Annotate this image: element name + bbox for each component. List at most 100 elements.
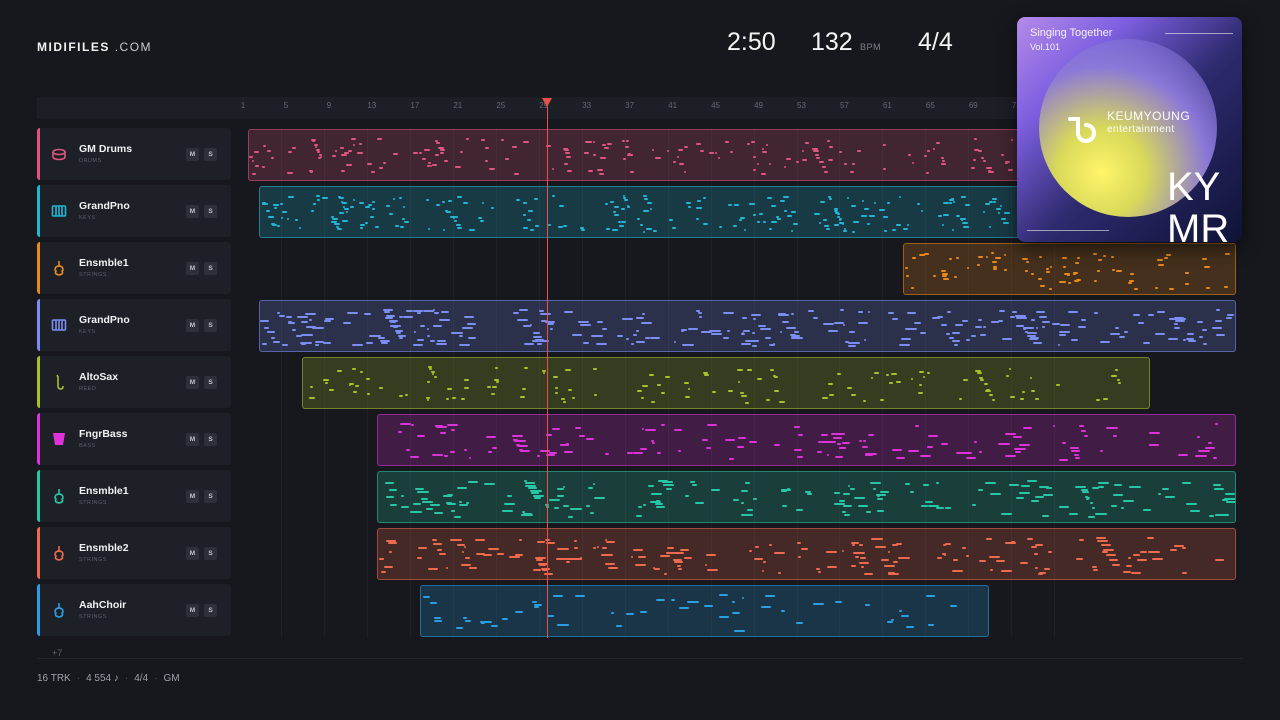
midi-note [709,152,715,155]
midi-clip[interactable] [419,585,990,637]
midi-note [704,374,710,377]
midi-note [282,210,288,213]
playhead[interactable] [546,106,548,638]
track-header[interactable]: FngrBass BASS M S [37,413,231,465]
solo-button[interactable]: S [204,262,217,275]
midi-note [308,319,313,322]
midi-clip[interactable] [248,129,1022,181]
midi-note [1094,279,1098,282]
midi-note [792,222,798,225]
midi-note [704,564,707,567]
playhead-marker[interactable] [541,98,552,107]
midi-note [402,218,406,221]
midi-note [875,545,887,548]
midi-note [616,624,623,627]
midi-note [451,429,456,432]
midi-note [501,138,504,141]
midi-note [390,321,396,324]
mute-button[interactable]: M [186,547,199,560]
midi-clip[interactable] [376,471,1237,523]
track-color-strip [37,470,40,522]
solo-button[interactable]: S [204,547,217,560]
midi-note [887,572,899,575]
solo-button[interactable]: S [204,319,217,332]
midi-note [891,543,899,546]
midi-note [577,320,589,323]
midi-note [331,217,338,220]
midi-note [1133,314,1140,317]
midi-note [1177,453,1188,456]
midi-note [851,544,855,547]
mute-button[interactable]: M [186,319,199,332]
midi-note [341,202,347,205]
mute-button[interactable]: M [186,376,199,389]
midi-note [1088,515,1096,518]
midi-note [944,543,952,546]
midi-note [597,169,602,172]
midi-note [758,212,763,215]
midi-note [1030,499,1039,502]
midi-note [794,449,802,452]
solo-button[interactable]: S [204,604,217,617]
mute-button[interactable]: M [186,262,199,275]
track-header[interactable]: GrandPno KEYS M S [37,185,231,237]
track-header[interactable]: GrandPno KEYS M S [37,299,231,351]
track-header[interactable]: Ensmble1 STRINGS M S [37,470,231,522]
midi-clip[interactable] [376,528,1237,580]
more-tracks-indicator[interactable]: +7 [52,648,63,658]
midi-note [684,557,693,560]
midi-note [417,546,428,549]
midi-note [845,340,850,343]
midi-clip[interactable] [903,243,1237,295]
midi-note [988,200,993,203]
midi-note [334,223,340,226]
track-header[interactable]: GM Drums DRUMS M S [37,128,231,180]
track-header[interactable]: AltoSax REED M S [37,356,231,408]
mute-button[interactable]: M [186,148,199,161]
midi-note [1170,548,1177,551]
mute-button[interactable]: M [186,490,199,503]
timeline-ruler[interactable]: 15913172125293337414549535761656973 [37,97,1243,119]
midi-note [412,503,422,506]
midi-note [827,195,831,198]
track-header[interactable]: Ensmble1 STRINGS M S [37,242,231,294]
midi-note [912,257,917,260]
solo-button[interactable]: S [204,433,217,446]
mute-button[interactable]: M [186,604,199,617]
track-category: KEYS [79,215,96,221]
midi-clip[interactable] [258,186,1022,238]
midi-note [546,541,555,544]
track-category: STRINGS [79,272,107,278]
midi-note [816,156,821,159]
midi-note [879,208,885,211]
midi-note [312,326,319,329]
midi-clip[interactable] [301,357,1151,409]
grid-line [495,128,497,638]
solo-button[interactable]: S [204,205,217,218]
midi-note [1035,327,1039,330]
track-header[interactable]: Ensmble2 STRINGS M S [37,527,231,579]
mute-button[interactable]: M [186,433,199,446]
midi-note [899,610,902,613]
midi-note [943,543,946,546]
midi-note [494,366,499,369]
midi-note [1111,374,1117,377]
grid-line [452,128,454,638]
midi-clip[interactable] [258,300,1237,352]
midi-note [995,257,1001,260]
solo-button[interactable]: S [204,376,217,389]
midi-clip[interactable] [376,414,1237,466]
track-header[interactable]: AahChoir STRINGS M S [37,584,231,636]
midi-note [752,344,758,347]
midi-note [666,149,670,152]
mute-button[interactable]: M [186,205,199,218]
midi-note [1225,316,1232,319]
midi-note [1052,424,1055,427]
solo-button[interactable]: S [204,490,217,503]
midi-note [422,501,434,504]
midi-note [749,440,758,443]
midi-note [435,153,440,156]
midi-note [947,311,951,314]
midi-note [1022,427,1033,430]
solo-button[interactable]: S [204,148,217,161]
